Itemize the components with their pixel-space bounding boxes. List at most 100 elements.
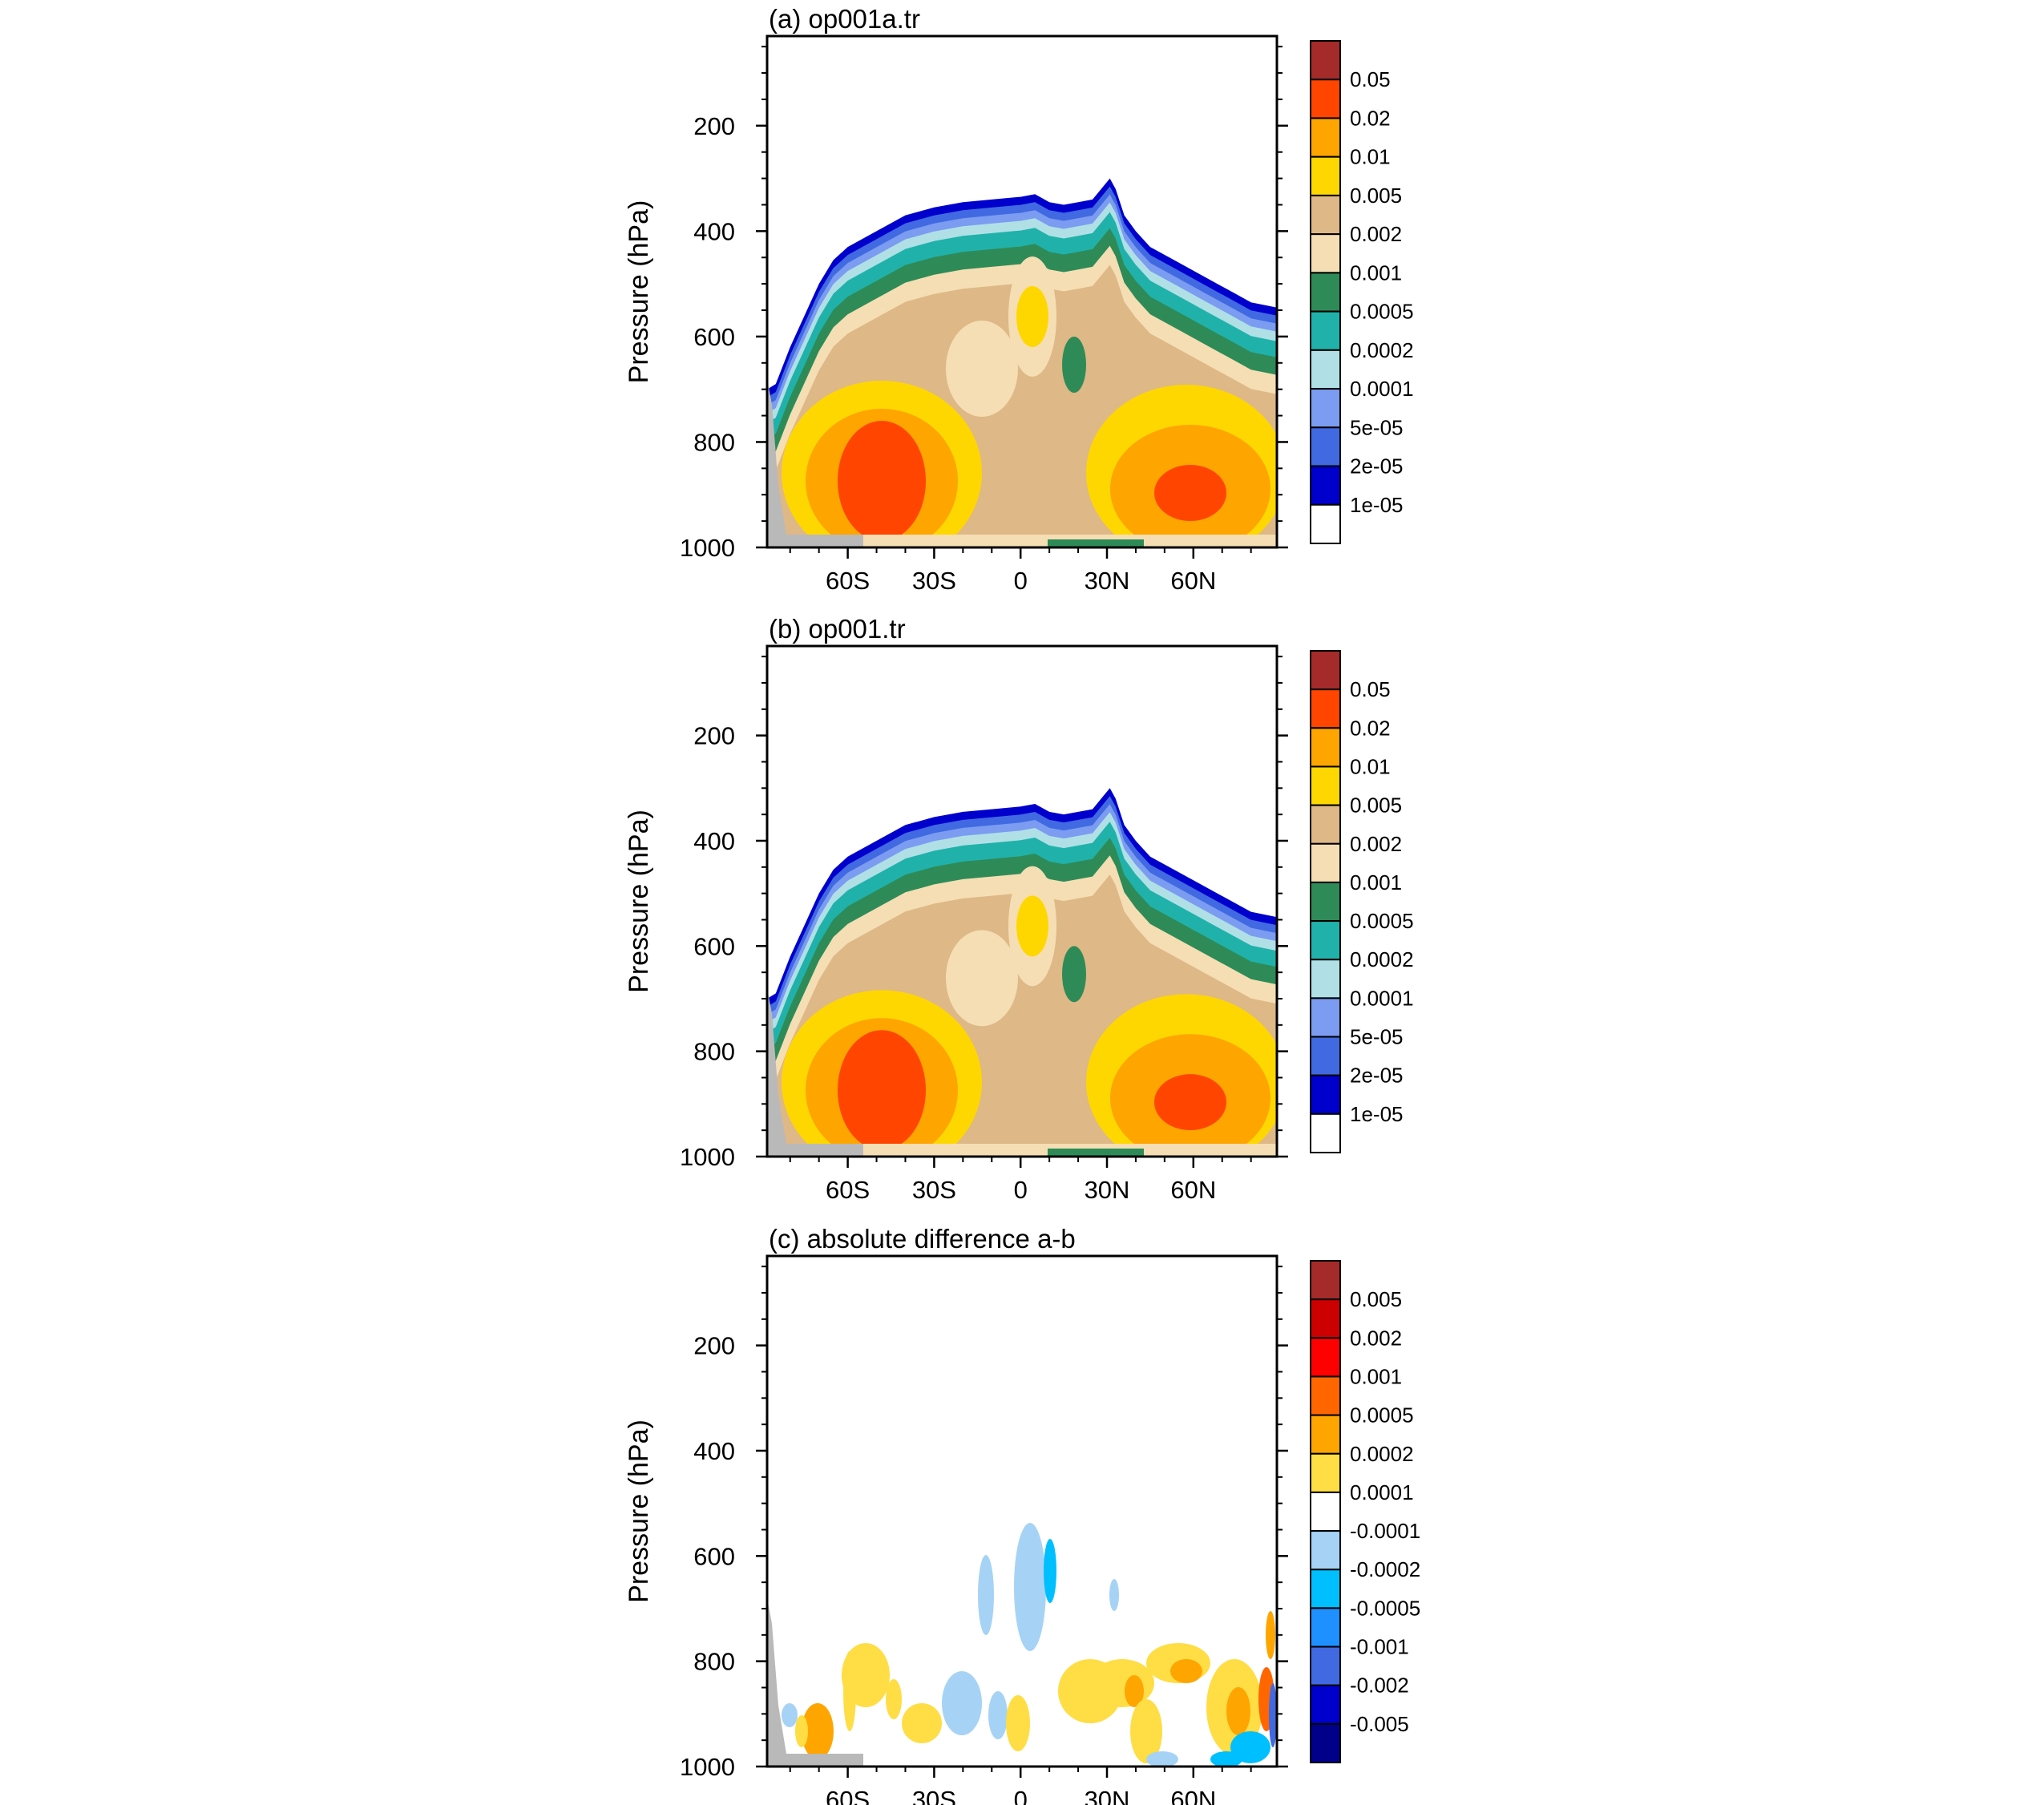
panel-a: 200 400 600 800 1000 60S 30S 0 30N 60N (a) op001a.… <box>624 4 1414 595</box>
colorbar-swatch <box>1310 194 1341 236</box>
colorbar-swatch <box>1310 727 1341 768</box>
x-tick-label: 60N <box>1170 1176 1216 1204</box>
colorbar-label: -0.005 <box>1350 1712 1409 1736</box>
y-tick-label: 800 <box>693 1038 735 1066</box>
colorbar-swatch <box>1310 79 1341 119</box>
x-tick-label: 0 <box>1014 567 1028 595</box>
panel-title: (a) op001a.tr <box>769 4 920 34</box>
colorbar-swatch <box>1310 1722 1341 1764</box>
colorbar-swatch <box>1310 765 1341 806</box>
y-tick-label: 400 <box>693 217 735 245</box>
y-tick-label: 600 <box>693 323 735 351</box>
topography-mask <box>767 378 863 547</box>
topography-mask <box>767 1597 863 1767</box>
colorbar-swatch <box>1310 959 1341 999</box>
colorbar-label: 0.02 <box>1350 716 1391 740</box>
x-tick-label: 60N <box>1170 1786 1216 1805</box>
colorbar-swatch <box>1310 117 1341 158</box>
surface-green <box>1048 539 1144 547</box>
y-tick-label: 600 <box>693 932 735 960</box>
panel-title: (b) op001.tr <box>769 614 906 644</box>
colorbar-label: 0.0001 <box>1350 377 1414 401</box>
diff-region <box>1226 1687 1250 1735</box>
y-tick-label: 800 <box>693 428 735 456</box>
plot-frame <box>765 1254 1279 1768</box>
plot-area <box>767 36 1277 547</box>
colorbar-label: 1e-05 <box>1350 493 1404 517</box>
colorbar-label: 0.0001 <box>1350 1480 1414 1504</box>
colorbar-swatch <box>1310 349 1341 390</box>
colorbar-label: 0.005 <box>1350 1287 1402 1311</box>
y-tick-label: 600 <box>693 1542 735 1570</box>
colorbar-swatch <box>1310 233 1341 274</box>
diff-region <box>1109 1579 1119 1611</box>
colorbar-label: 2e-05 <box>1350 454 1404 479</box>
colorbar-label: 0.02 <box>1350 106 1391 130</box>
x-tick-label: 30S <box>912 1786 956 1805</box>
colorbar-label: 0.005 <box>1350 184 1402 208</box>
colorbar-label: -0.0005 <box>1350 1596 1420 1620</box>
colorbar-label: 0.01 <box>1350 145 1391 169</box>
colorbar-swatch <box>1310 155 1341 196</box>
diff-region <box>978 1555 994 1635</box>
colorbar-swatch <box>1310 272 1341 313</box>
colorbar-swatch <box>1310 1260 1341 1301</box>
diff-region <box>1014 1523 1046 1651</box>
x-tick-label: 60S <box>826 1176 870 1204</box>
surface-green <box>1048 1149 1144 1157</box>
plot-frame <box>765 34 1279 549</box>
x-tick-label: 60S <box>826 1786 870 1805</box>
diff-region <box>802 1703 834 1759</box>
panel-b: 200 400 600 800 1000 60S 30S 0 30N 60N (b) op001.t… <box>624 614 1414 1204</box>
colorbar-label: 5e-05 <box>1350 1025 1404 1049</box>
colorbar-swatch <box>1310 426 1341 467</box>
colorbar-swatch <box>1310 997 1341 1038</box>
colorbar-label: 0.001 <box>1350 870 1402 894</box>
wheat-lobe <box>946 321 1018 417</box>
colorbar-label: 2e-05 <box>1350 1064 1404 1088</box>
colorbar-swatch <box>1310 1452 1341 1493</box>
diff-region <box>1044 1539 1056 1603</box>
diff-region <box>1230 1731 1270 1763</box>
yellow-core-upper <box>1016 286 1048 347</box>
y-axis-label: Pressure (hPa) <box>624 1419 654 1603</box>
colorbar: 0.005 0.002 0.001 0.0005 0.0002 0.0001 -0.0001… <box>1310 1260 1420 1764</box>
green-island <box>1062 337 1086 393</box>
colorbar-swatch <box>1310 1298 1341 1339</box>
plot-area <box>767 646 1277 1157</box>
panel-c: 200 400 600 800 1000 60S 30S 0 30N 60N (c) absolut… <box>624 1224 1420 1805</box>
x-tick-label: 60N <box>1170 567 1216 595</box>
y-tick-label: 400 <box>693 827 735 855</box>
panel-title: (c) absolute difference a-b <box>769 1224 1076 1254</box>
y-tick-label: 200 <box>693 722 735 750</box>
x-tick-label: 30N <box>1085 1786 1130 1805</box>
colorbar-swatch <box>1310 804 1341 845</box>
colorbar-label: 0.0005 <box>1350 909 1414 933</box>
topography-mask <box>767 987 863 1157</box>
colorbar-label: 0.005 <box>1350 793 1402 818</box>
diff-region <box>1210 1751 1242 1767</box>
wheat-lobe <box>946 930 1018 1027</box>
x-tick-label: 30N <box>1085 1176 1130 1204</box>
colorbar-swatch <box>1310 1375 1341 1416</box>
colorbar-label: 0.0005 <box>1350 300 1414 324</box>
colorbar-swatch <box>1310 1337 1341 1378</box>
red-core-south <box>838 1030 926 1151</box>
y-tick-label: 800 <box>693 1648 735 1676</box>
y-tick-label: 400 <box>693 1437 735 1465</box>
colorbar-swatch <box>1310 40 1341 81</box>
diff-region <box>1170 1659 1202 1683</box>
diff-region <box>942 1671 982 1735</box>
colorbar: 0.05 0.02 0.01 0.005 0.002 0.001 0.0005 0.0002 0… <box>1310 650 1414 1154</box>
colorbar-swatch <box>1310 1530 1341 1571</box>
green-island <box>1062 946 1086 1003</box>
x-tick-label: 30N <box>1085 567 1130 595</box>
colorbar-swatch <box>1310 1684 1341 1725</box>
diff-region <box>1125 1675 1144 1707</box>
y-tick-label: 200 <box>693 112 735 140</box>
colorbar-swatch <box>1310 388 1341 429</box>
colorbar-swatch <box>1310 1491 1341 1532</box>
colorbar-label: 0.0002 <box>1350 947 1414 971</box>
colorbar-swatch <box>1310 920 1341 961</box>
